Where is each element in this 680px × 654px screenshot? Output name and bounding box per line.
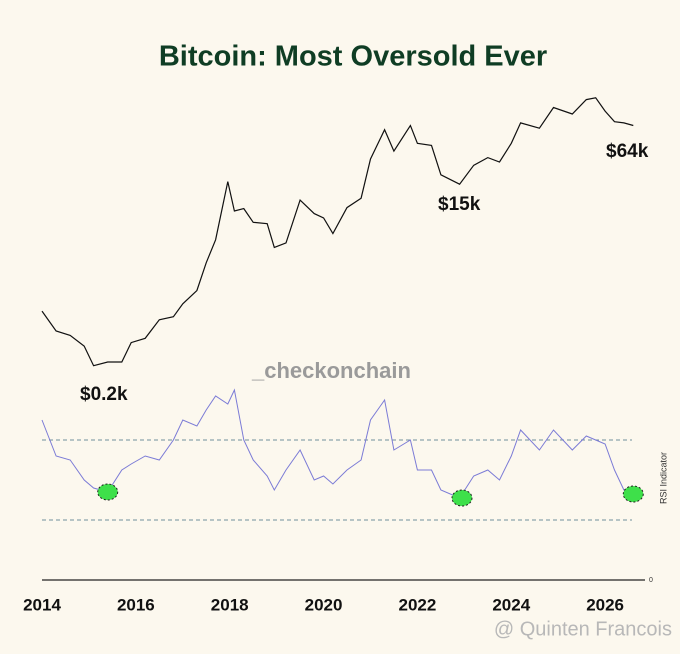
- y2-tick-label: 0: [649, 577, 653, 584]
- annotation: $15k: [438, 194, 481, 215]
- rsi-line: [41, 388, 634, 499]
- watermark: _checkonchain: [251, 358, 411, 383]
- x-tick-label: 2020: [305, 595, 343, 614]
- credit: @ Quinten Francois: [494, 618, 672, 640]
- oversold-marker: [622, 485, 644, 503]
- x-tick-label: 2026: [586, 595, 624, 614]
- annotation: $0.2k: [80, 384, 128, 405]
- annotation: $64k: [606, 141, 649, 162]
- x-tick-label: 2014: [23, 595, 61, 614]
- chart-title: Bitcoin: Most Oversold Ever: [159, 41, 547, 73]
- oversold-marker: [451, 489, 473, 507]
- x-tick-label: 2018: [211, 595, 249, 614]
- x-tick-label: 2022: [398, 595, 436, 614]
- y2-axis-label: RSI Indicator: [658, 452, 668, 504]
- x-tick-label: 2016: [117, 595, 155, 614]
- oversold-marker: [97, 483, 119, 501]
- price-line: [41, 97, 634, 367]
- x-tick-label: 2024: [492, 595, 530, 614]
